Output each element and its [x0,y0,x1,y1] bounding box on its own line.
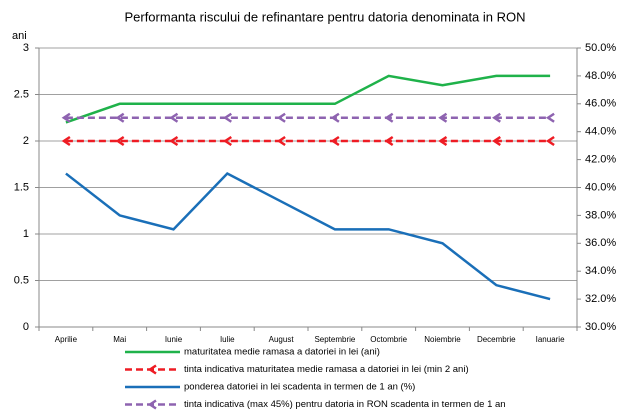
y2-tick-label: 34.0% [585,265,616,277]
legend-marker [147,364,157,375]
point-marker [223,135,232,147]
y2-tick-label: 50.0% [585,42,616,54]
point-marker [330,135,340,147]
point-marker [115,112,125,123]
point-marker [330,112,340,123]
y-tick-label: 2 [23,135,29,147]
point-marker [61,112,71,123]
x-tick-label: Noiembrie [424,335,461,344]
point-marker [384,135,394,147]
x-tick-label: Ianuarie [536,335,565,344]
x-tick-label: Aprilie [55,335,78,344]
y2-tick-label: 30.0% [585,321,616,333]
x-tick-label: Iunie [165,335,183,344]
point-marker [169,135,179,147]
point-marker [115,135,125,147]
y-tick-label: 2.5 [14,88,29,100]
y-tick-label: 1.5 [14,181,29,193]
point-marker [276,135,286,147]
x-tick-label: Decembrie [477,335,516,344]
point-marker [169,112,179,123]
point-marker [492,135,501,147]
y-tick-label: 0 [23,321,29,333]
y2-tick-label: 44.0% [585,126,616,138]
y2-tick-label: 38.0% [585,209,616,221]
legend-label: maturitatea medie ramasa a datoriei in l… [184,347,380,358]
x-tick-label: Mai [113,335,126,344]
chart-title: Performanta riscului de refinantare pent… [124,9,525,24]
y-tick-label: 1 [23,228,29,240]
legend-label: ponderea datoriei in lei scadenta in ter… [184,382,415,393]
y-tick-label: 0.5 [14,274,29,286]
x-tick-label: Iulie [220,335,235,344]
series-line [65,172,551,301]
y2-tick-label: 32.0% [585,293,616,305]
y-axis-label: ani [12,30,27,42]
point-marker [384,112,394,123]
y2-tick-label: 40.0% [585,181,616,193]
point-marker [276,112,286,123]
x-tick-label: Septembrie [314,335,355,344]
y2-tick-label: 48.0% [585,70,616,82]
y2-tick-label: 42.0% [585,154,616,166]
y-tick-label: 3 [23,42,29,54]
legend-label: tinta indicativa (max 45%) pentru datori… [184,399,506,410]
point-marker [438,135,448,147]
y2-tick-label: 46.0% [585,98,616,110]
point-marker [545,135,555,147]
point-marker [438,112,448,123]
point-marker [492,112,501,123]
x-tick-label: Octombrie [370,335,407,344]
legend-marker [147,399,157,410]
x-tick-label: August [269,335,295,344]
legend-label: tinta indicativa maturitatea medie ramas… [184,364,469,375]
y2-tick-label: 36.0% [585,237,616,249]
point-marker [223,112,232,123]
point-marker [545,112,555,123]
series-line [65,74,551,124]
point-marker [61,135,71,147]
